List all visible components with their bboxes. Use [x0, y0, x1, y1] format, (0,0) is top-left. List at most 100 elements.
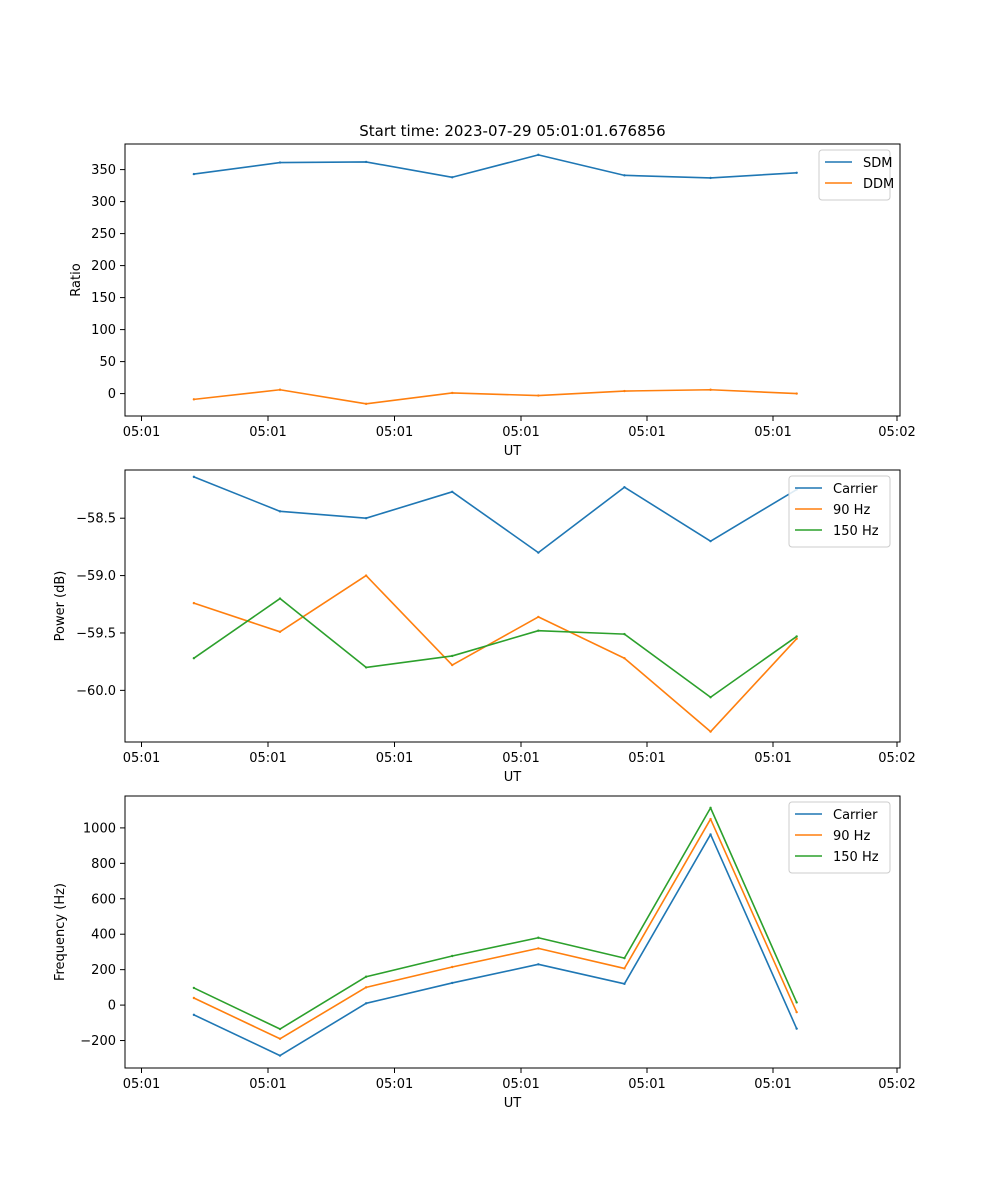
y-tick-label: 0: [108, 387, 116, 402]
chart-panel-3: 05:01 05:01 05:01 05:01 05:01 05:01 05:02 −200 0…: [53, 795, 916, 1111]
legend: Carrier 90 Hz 150 Hz: [788, 801, 891, 874]
x-tick-label: 05:01: [376, 425, 413, 440]
data-point: [451, 954, 454, 958]
legend-label: Carrier: [833, 808, 878, 823]
data-point: [278, 161, 282, 164]
series-line-sdm: [193, 154, 797, 179]
x-tick-label: 05:02: [878, 751, 915, 766]
data-point: [451, 965, 454, 969]
data-point: [451, 654, 454, 658]
x-axis-label: UT: [504, 770, 522, 785]
data-point: [192, 996, 196, 1000]
series-line-90-hz: [193, 818, 798, 1040]
y-axis-label: Frequency (Hz): [53, 883, 68, 981]
data-point: [192, 172, 196, 176]
data-point: [278, 388, 282, 391]
data-point: [795, 392, 798, 395]
legend-label: 90 Hz: [833, 829, 870, 844]
data-point: [623, 486, 626, 489]
data-point: [709, 696, 712, 699]
x-tick-label: 05:01: [628, 425, 665, 440]
y-tick-label: −200: [80, 1034, 116, 1049]
data-point: [278, 630, 282, 634]
legend-label: 150 Hz: [833, 524, 879, 539]
x-tick-label: 05:01: [502, 1077, 539, 1092]
data-point: [364, 666, 368, 669]
data-point: [709, 539, 712, 543]
y-tick-label: 50: [99, 355, 116, 370]
legend: Carrier 90 Hz 150 Hz: [788, 475, 891, 548]
x-tick-label: 05:01: [754, 751, 791, 766]
x-axis-label: UT: [504, 444, 522, 459]
chart-panel-1: 05:01 05:01 05:01 05:01 05:01 05:01 05:02 0 50 10…: [69, 143, 916, 459]
data-point: [795, 635, 798, 638]
data-point: [709, 388, 712, 391]
y-axis-label: Power (dB): [53, 571, 68, 642]
y-tick-label: 800: [91, 857, 116, 872]
data-point: [192, 986, 196, 990]
x-axis-label: UT: [504, 1096, 522, 1111]
data-point: [364, 160, 368, 164]
x-tick-label: 05:01: [123, 1077, 160, 1092]
series-line-90-hz: [193, 574, 798, 733]
data-point: [451, 663, 454, 667]
data-point: [623, 632, 626, 636]
data-point: [451, 490, 454, 494]
data-point: [364, 402, 368, 406]
data-point: [623, 967, 626, 970]
data-point: [709, 806, 712, 810]
data-point: [278, 1027, 282, 1031]
legend-label: DDM: [863, 177, 894, 192]
chart-panel-2: 05:01 05:01 05:01 05:01 05:01 05:01 05:02 −60.0…: [53, 469, 916, 785]
y-tick-label: 600: [91, 892, 116, 907]
data-point: [795, 1001, 798, 1004]
y-tick-label: 400: [91, 928, 116, 943]
series-line-150-hz: [193, 807, 798, 1030]
data-point: [364, 517, 368, 520]
y-tick-label: 350: [91, 163, 116, 178]
data-point: [537, 551, 540, 554]
x-tick-label: 05:01: [628, 1077, 665, 1092]
x-tick-label: 05:01: [754, 425, 791, 440]
data-point: [537, 936, 540, 939]
data-point: [623, 389, 626, 393]
y-tick-label: 300: [91, 195, 116, 210]
data-point: [192, 601, 196, 605]
data-point: [192, 657, 196, 660]
y-tick-label: −59.0: [76, 569, 116, 584]
x-tick-label: 05:01: [502, 425, 539, 440]
data-point: [364, 574, 368, 577]
data-point: [278, 1037, 282, 1040]
y-tick-label: 150: [91, 291, 116, 306]
data-point: [537, 629, 540, 632]
data-point: [795, 637, 798, 640]
plot-frame: [124, 143, 901, 417]
y-axis-label: Ratio: [69, 263, 84, 296]
x-tick-label: 05:02: [878, 425, 915, 440]
x-tick-label: 05:01: [249, 1077, 286, 1092]
data-point: [623, 174, 626, 177]
x-tick-label: 05:01: [123, 751, 160, 766]
legend: SDM DDM: [818, 149, 894, 201]
series-line-carrier: [193, 476, 798, 554]
data-point: [623, 956, 626, 960]
y-tick-label: 200: [91, 963, 116, 978]
series-line-ddm: [193, 388, 797, 405]
x-tick-label: 05:01: [376, 751, 413, 766]
data-point: [364, 986, 368, 989]
y-tick-label: 250: [91, 227, 116, 242]
data-point: [364, 1002, 368, 1005]
data-point: [192, 1013, 196, 1017]
x-tick-label: 05:01: [249, 425, 286, 440]
y-tick-label: −58.5: [76, 512, 116, 527]
data-point: [537, 394, 540, 397]
y-tick-label: 200: [91, 259, 116, 274]
x-tick-label: 05:01: [754, 1077, 791, 1092]
chart-title: Start time: 2023-07-29 05:01:01.676856: [359, 122, 665, 140]
x-tick-label: 05:01: [502, 751, 539, 766]
legend-label: Carrier: [833, 482, 878, 497]
data-point: [623, 657, 626, 660]
plot-frame: [124, 469, 901, 743]
plot-frame: [124, 795, 901, 1069]
legend-label: 90 Hz: [833, 503, 870, 518]
